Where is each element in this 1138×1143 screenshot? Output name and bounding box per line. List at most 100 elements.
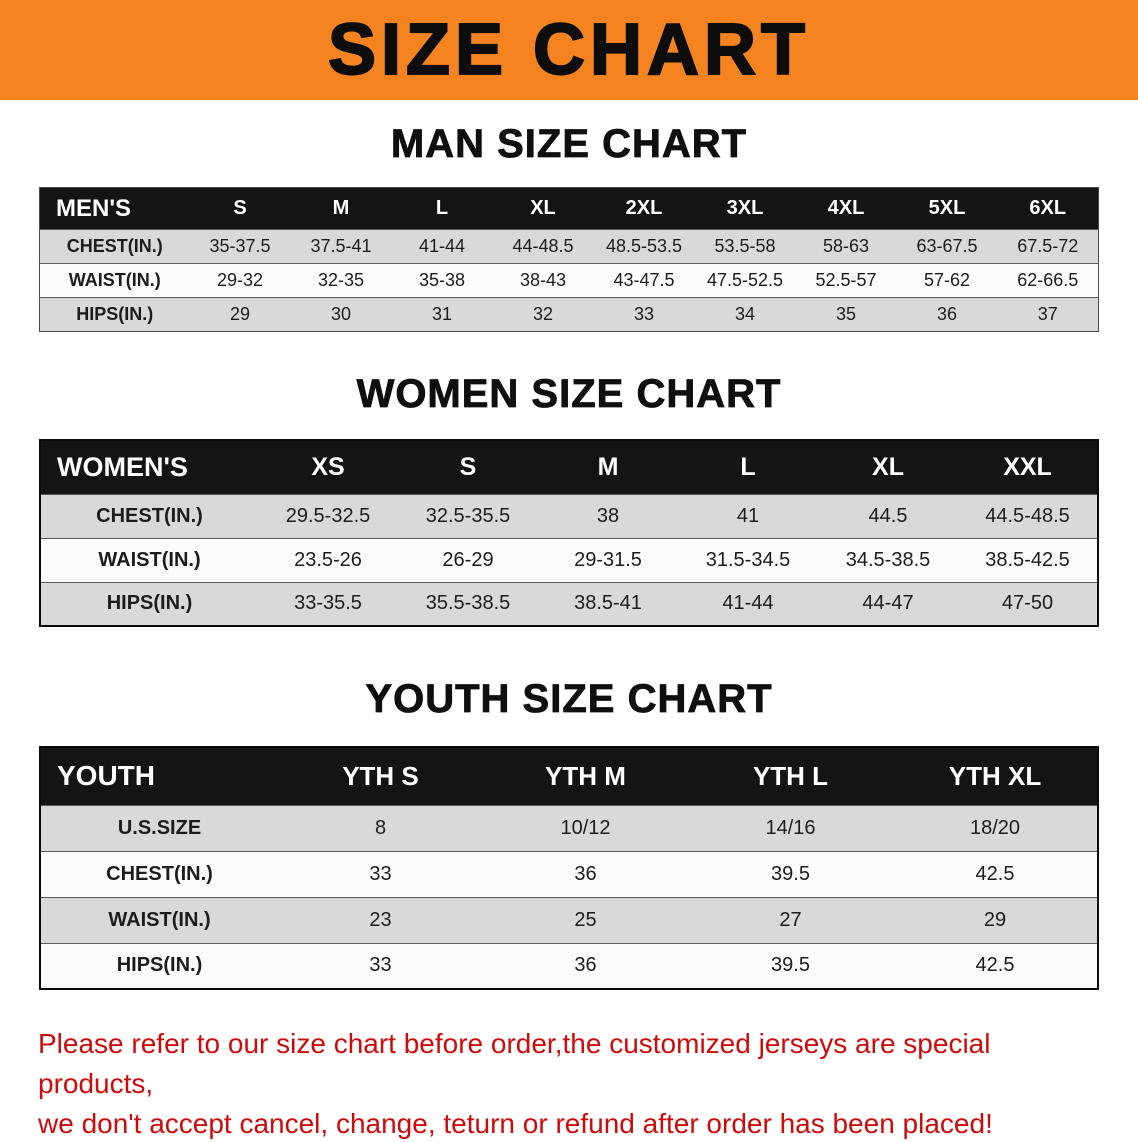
table-cell: 8 [278, 805, 483, 851]
table-cell: 29 [190, 298, 291, 332]
row-label: WAIST(IN.) [40, 264, 190, 298]
row-label: CHEST(IN.) [40, 230, 190, 264]
table-cell: 10/12 [483, 805, 688, 851]
row-label: WAIST(IN.) [40, 538, 258, 582]
table-cell: 57-62 [897, 264, 998, 298]
row-label: HIPS(IN.) [40, 298, 190, 332]
column-header: YTH L [688, 747, 893, 805]
section-heading: MAN SIZE CHART [0, 122, 1138, 167]
table-cell: 23 [278, 897, 483, 943]
table-title-cell: MEN'S [40, 188, 190, 230]
table-cell: 42.5 [893, 851, 1098, 897]
table-cell: 38.5-41 [538, 582, 678, 626]
table-cell: 47-50 [958, 582, 1098, 626]
column-header: M [538, 440, 678, 494]
disclaimer-line-2: we don't accept cancel, change, teturn o… [38, 1104, 1100, 1143]
table-cell: 32 [493, 298, 594, 332]
table-cell: 41-44 [678, 582, 818, 626]
table-cell: 33-35.5 [258, 582, 398, 626]
column-header: XL [493, 188, 594, 230]
column-header: 5XL [897, 188, 998, 230]
table-cell: 36 [897, 298, 998, 332]
table-cell: 67.5-72 [998, 230, 1099, 264]
table-cell: 29-32 [190, 264, 291, 298]
table-cell: 47.5-52.5 [695, 264, 796, 298]
table-cell: 14/16 [688, 805, 893, 851]
table-cell: 38-43 [493, 264, 594, 298]
table-cell: 29-31.5 [538, 538, 678, 582]
disclaimer-text: Please refer to our size chart before or… [38, 1024, 1100, 1143]
table-cell: 33 [278, 943, 483, 989]
table-cell: 34.5-38.5 [818, 538, 958, 582]
table-cell: 41-44 [392, 230, 493, 264]
table-cell: 63-67.5 [897, 230, 998, 264]
row-label: HIPS(IN.) [40, 943, 278, 989]
column-header: 3XL [695, 188, 796, 230]
table-cell: 42.5 [893, 943, 1098, 989]
column-header: 6XL [998, 188, 1099, 230]
row-label: CHEST(IN.) [40, 494, 258, 538]
table-cell: 36 [483, 943, 688, 989]
banner-title: SIZE CHART [328, 9, 810, 91]
row-label: WAIST(IN.) [40, 897, 278, 943]
table-cell: 44.5-48.5 [958, 494, 1098, 538]
table-cell: 27 [688, 897, 893, 943]
table-cell: 53.5-58 [695, 230, 796, 264]
table-cell: 44-47 [818, 582, 958, 626]
table-cell: 44-48.5 [493, 230, 594, 264]
column-header: L [678, 440, 818, 494]
table-cell: 39.5 [688, 943, 893, 989]
disclaimer-line-1: Please refer to our size chart before or… [38, 1024, 1100, 1104]
table-cell: 33 [594, 298, 695, 332]
column-header: S [398, 440, 538, 494]
table-title-cell: WOMEN'S [40, 440, 258, 494]
table-cell: 37.5-41 [291, 230, 392, 264]
table-cell: 37 [998, 298, 1099, 332]
table-cell: 26-29 [398, 538, 538, 582]
column-header: YTH S [278, 747, 483, 805]
table-cell: 52.5-57 [796, 264, 897, 298]
table-cell: 30 [291, 298, 392, 332]
table-cell: 39.5 [688, 851, 893, 897]
column-header: XL [818, 440, 958, 494]
column-header: M [291, 188, 392, 230]
table-cell: 35.5-38.5 [398, 582, 538, 626]
section-heading: YOUTH SIZE CHART [0, 677, 1138, 722]
table-cell: 58-63 [796, 230, 897, 264]
table-cell: 43-47.5 [594, 264, 695, 298]
table-cell: 32-35 [291, 264, 392, 298]
column-header: YTH M [483, 747, 688, 805]
table-cell: 29.5-32.5 [258, 494, 398, 538]
size-chart-banner: SIZE CHART [0, 0, 1138, 100]
table-cell: 35-38 [392, 264, 493, 298]
table-cell: 38.5-42.5 [958, 538, 1098, 582]
column-header: 4XL [796, 188, 897, 230]
table-cell: 29 [893, 897, 1098, 943]
column-header: YTH XL [893, 747, 1098, 805]
column-header: 2XL [594, 188, 695, 230]
table-cell: 41 [678, 494, 818, 538]
table-cell: 38 [538, 494, 678, 538]
table-cell: 32.5-35.5 [398, 494, 538, 538]
table-cell: 48.5-53.5 [594, 230, 695, 264]
table-cell: 31.5-34.5 [678, 538, 818, 582]
section-heading: WOMEN SIZE CHART [0, 372, 1138, 417]
table-cell: 36 [483, 851, 688, 897]
column-header: XS [258, 440, 398, 494]
row-label: CHEST(IN.) [40, 851, 278, 897]
